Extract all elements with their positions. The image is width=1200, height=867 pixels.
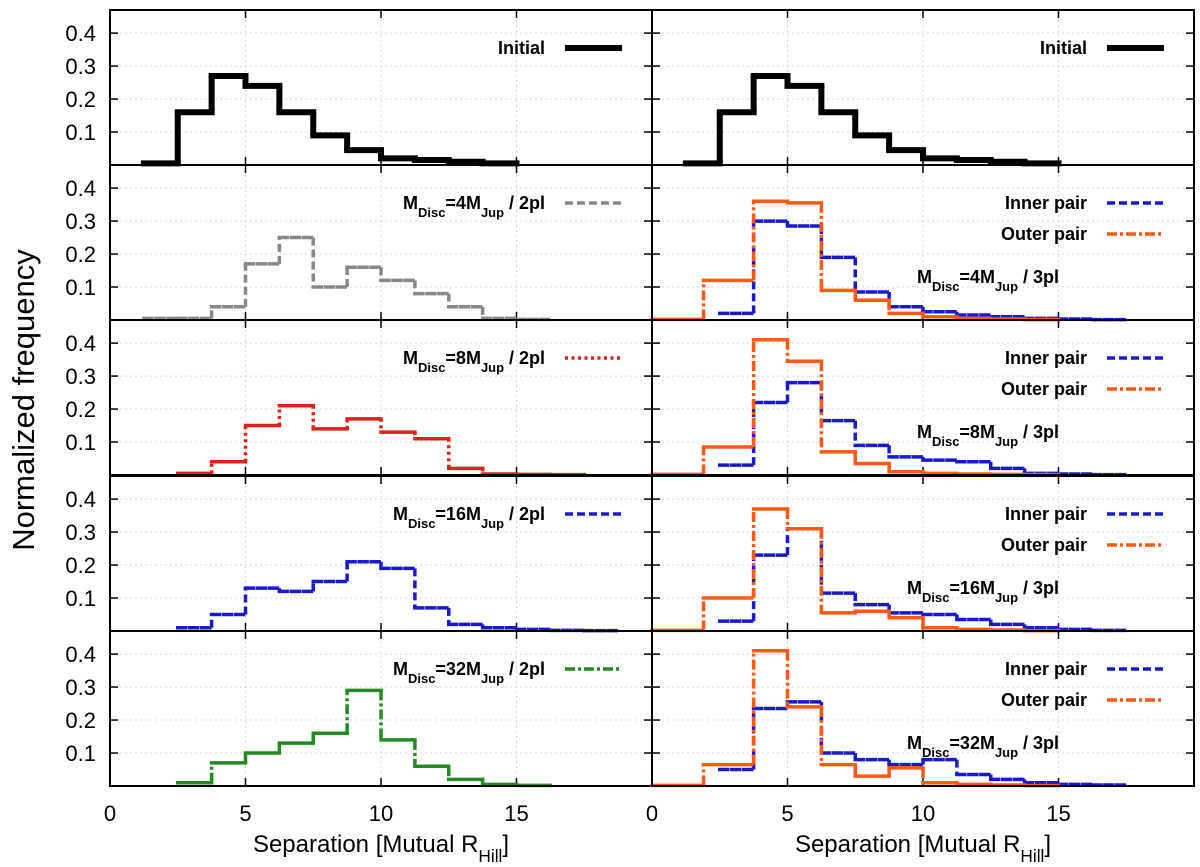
x-axis-label-part: Hill [478,846,502,866]
y-tick-label: 0.3 [65,209,96,234]
y-tick-label: 0.3 [65,54,96,79]
annotation-part: Disc [932,434,959,449]
y-tick-label: 0.2 [65,397,96,422]
y-tick-label: 0.4 [65,176,96,201]
annotation-part: / 3pl [1018,733,1059,753]
y-tick-label: 0.2 [65,708,96,733]
legend-label: Inner pair [1005,504,1087,524]
legend-label-part: Disc [418,360,445,375]
y-tick-label: 0.3 [65,520,96,545]
y-tick-label: 0.2 [65,242,96,267]
y-tick-label: 0.4 [65,21,96,46]
legend-label-part: Disc [408,671,435,686]
x-tick-label: 0 [646,801,658,826]
x-tick-label: 10 [911,801,935,826]
legend-label: MDisc=32MJup / 2pl [393,659,545,686]
panel-frame [651,630,1195,787]
legend-label-part: =16M [435,504,481,524]
legend-label: Outer pair [1001,535,1087,555]
annotation-part: =16M [949,578,995,598]
y-tick-label: 0.4 [65,331,96,356]
legend-label-part: / 2pl [504,504,545,524]
legend-label-part: Jup [481,360,504,375]
legend-label-part: / 2pl [504,193,545,213]
annotation-part: M [917,267,932,287]
x-tick-label: 5 [239,801,251,826]
x-tick-label: 5 [781,801,793,826]
legend-label-part: Jup [481,671,504,686]
legend-label-part: M [403,193,418,213]
x-axis-label: Separation [Mutual RHill] [253,831,509,866]
x-axis-label-part: ] [1044,831,1051,858]
x-axis-label-part: Separation [Mutual R [253,831,478,858]
annotation-part: Jup [995,279,1018,294]
x-tick-label: 0 [104,801,116,826]
y-tick-label: 0.4 [65,642,96,667]
annotation: MDisc=32MJup / 3pl [907,733,1059,760]
x-axis-label-part: Separation [Mutual R [795,831,1020,858]
legend-label: Initial [1040,38,1087,58]
legend-label: Initial [498,38,545,58]
x-tick-label: 15 [504,801,528,826]
legend-label: Inner pair [1005,348,1087,368]
legend-label: MDisc=8MJup / 2pl [403,348,545,375]
annotation: MDisc=4MJup / 3pl [917,267,1059,294]
annotation-part: M [917,422,932,442]
annotation-part: M [907,578,922,598]
x-axis-label-part: ] [502,831,509,858]
annotation-part: Disc [932,279,959,294]
annotation-part: =8M [959,422,995,442]
legend-label-part: M [393,659,408,679]
legend-label-part: Disc [418,205,445,220]
annotation-part: / 3pl [1018,578,1059,598]
annotation: MDisc=8MJup / 3pl [917,422,1059,449]
legend-label-part: Jup [481,516,504,531]
legend-label-part: M [393,504,408,524]
annotation-part: =4M [959,267,995,287]
y-tick-label: 0.1 [65,586,96,611]
legend-label: Inner pair [1005,659,1087,679]
annotation-part: Disc [922,590,949,605]
annotation: MDisc=16MJup / 3pl [907,578,1059,605]
legend-label-part: =32M [435,659,481,679]
y-tick-label: 0.3 [65,364,96,389]
y-tick-label: 0.1 [65,275,96,300]
annotation-part: Jup [995,745,1018,760]
annotation-part: Jup [995,590,1018,605]
legend-label-part: =4M [445,193,481,213]
annotation-part: / 3pl [1018,422,1059,442]
y-tick-label: 0.2 [65,87,96,112]
y-tick-label: 0.1 [65,430,96,455]
legend-label-part: =8M [445,348,481,368]
legend-label-part: Disc [408,516,435,531]
annotation-part: / 3pl [1018,267,1059,287]
y-tick-label: 0.2 [65,553,96,578]
y-tick-label: 0.4 [65,487,96,512]
annotation-part: =32M [949,733,995,753]
legend-label: MDisc=4MJup / 2pl [403,193,545,220]
legend-label: Outer pair [1001,690,1087,710]
y-axis-label: Normalized frequency [6,249,41,551]
x-axis-label-part: Hill [1020,846,1044,866]
x-tick-label: 15 [1046,801,1070,826]
legend-label: Inner pair [1005,193,1087,213]
y-tick-label: 0.3 [65,675,96,700]
legend-label: MDisc=16MJup / 2pl [393,504,545,531]
y-tick-label: 0.1 [65,120,96,145]
annotation-part: Jup [995,434,1018,449]
legend-label: Outer pair [1001,224,1087,244]
y-tick-label: 0.1 [65,741,96,766]
annotation-part: M [907,733,922,753]
legend-label: Outer pair [1001,379,1087,399]
legend-label-part: Jup [481,205,504,220]
legend-label-part: / 2pl [504,348,545,368]
legend-label-part: M [403,348,418,368]
x-tick-label: 10 [369,801,393,826]
annotation-part: Disc [922,745,949,760]
legend-label-part: / 2pl [504,659,545,679]
x-axis-label: Separation [Mutual RHill] [795,831,1051,866]
